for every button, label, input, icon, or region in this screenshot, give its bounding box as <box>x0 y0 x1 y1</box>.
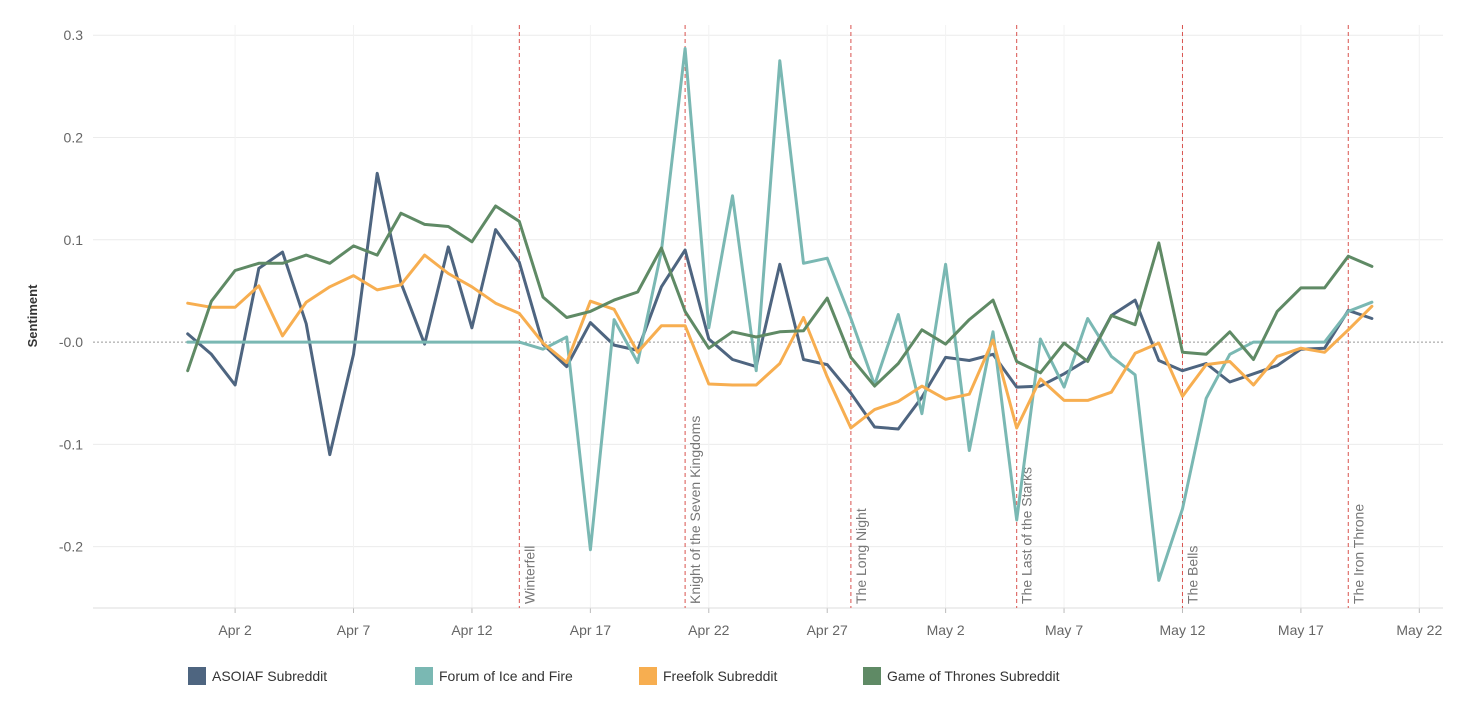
episode-label: The Bells <box>1184 546 1200 604</box>
y-tick-label: 0.1 <box>64 232 84 248</box>
y-tick-label: -0.2 <box>59 539 83 555</box>
episode-label: Knight of the Seven Kingdoms <box>687 416 703 604</box>
series-line <box>186 253 1374 430</box>
legend-label: Game of Thrones Subreddit <box>887 668 1060 684</box>
y-axis-label: Sentiment <box>25 284 40 348</box>
y-tick-label: -0.0 <box>59 334 83 350</box>
x-tick-label: Apr 27 <box>807 622 848 638</box>
legend-swatch <box>639 667 657 685</box>
y-tick-label: 0.3 <box>64 27 84 43</box>
series-line <box>186 204 1374 388</box>
legend-swatch <box>188 667 206 685</box>
legend-item[interactable]: Game of Thrones Subreddit <box>863 664 1060 688</box>
legend-swatch <box>863 667 881 685</box>
x-tick-label: Apr 2 <box>218 622 252 638</box>
x-tick-label: May 2 <box>927 622 965 638</box>
legend-item[interactable]: Forum of Ice and Fire <box>415 664 573 688</box>
x-tick-label: May 12 <box>1160 622 1206 638</box>
y-tick-label: -0.1 <box>59 436 83 452</box>
x-tick-label: Apr 22 <box>688 622 729 638</box>
x-tick-label: May 7 <box>1045 622 1083 638</box>
episode-label: The Long Night <box>853 508 869 604</box>
legend-label: Forum of Ice and Fire <box>439 668 573 684</box>
legend-swatch <box>415 667 433 685</box>
x-tick-label: Apr 7 <box>337 622 371 638</box>
series-layer <box>186 47 1374 582</box>
series-line <box>186 171 1374 457</box>
legend-label: ASOIAF Subreddit <box>212 668 328 684</box>
legend-label: Freefolk Subreddit <box>663 668 778 684</box>
legend-item[interactable]: Freefolk Subreddit <box>639 664 777 688</box>
axis-layer: 0.3 0.2 0.1 -0.0 -0.1 -0.2 Apr 2 Apr 7 Apr 12 Apr… <box>59 27 1443 638</box>
episode-label: Winterfell <box>521 546 537 604</box>
x-tick-label: Apr 17 <box>570 622 611 638</box>
episode-label: The Iron Throne <box>1350 504 1366 604</box>
x-tick-label: May 17 <box>1278 622 1324 638</box>
x-tick-label: May 22 <box>1396 622 1442 638</box>
series-line <box>186 47 1374 582</box>
y-tick-label: 0.2 <box>64 130 84 146</box>
legend-item[interactable]: ASOIAF Subreddit <box>188 664 327 688</box>
episode-label: The Last of the Starks <box>1019 467 1035 604</box>
x-tick-label: Apr 12 <box>451 622 492 638</box>
